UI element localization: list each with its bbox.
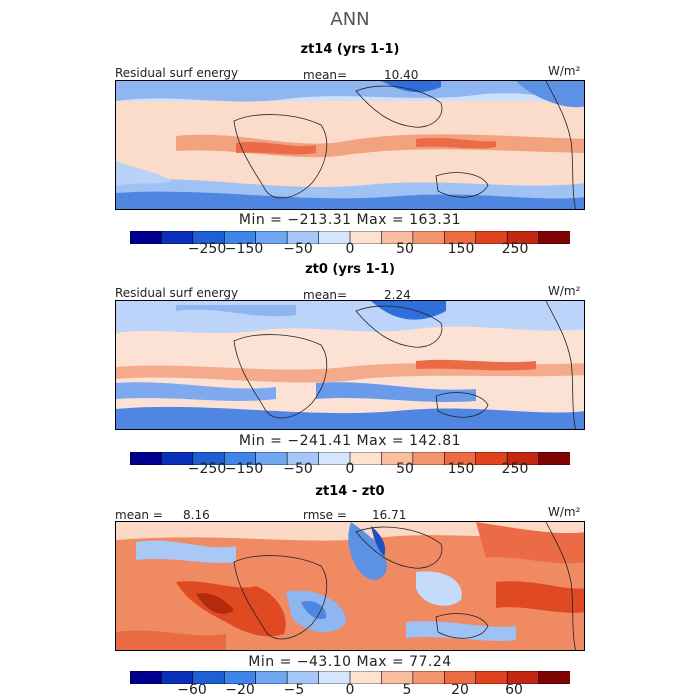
colorbar-swatch xyxy=(349,230,383,245)
panel-1-map-field xyxy=(116,81,584,209)
panel-1-units: W/m² xyxy=(548,64,581,78)
panel-1-tick: −250 xyxy=(187,241,227,257)
panel-1-mean-label: mean= xyxy=(303,68,348,82)
panel-3-map xyxy=(115,521,585,651)
panel-3-title: zt14 - zt0 xyxy=(315,484,385,499)
panel-1-tick: 50 xyxy=(396,241,414,257)
panel-3-tick: 60 xyxy=(505,682,523,698)
colorbar-swatch xyxy=(538,230,571,245)
panel-3-rmse-value: 16.71 xyxy=(372,508,407,522)
panel-2-map-field xyxy=(116,301,584,429)
panel-3-min-max: Min = −43.10 Max = 77.24 xyxy=(248,654,452,670)
panel-2-variable-label: Residual surf energy xyxy=(115,286,239,300)
panel-2-tick: 150 xyxy=(447,461,475,477)
panel-3-tick: −20 xyxy=(225,682,255,698)
panel-2-colorbar xyxy=(129,450,571,466)
panel-2-colorbar-swatches xyxy=(129,451,571,466)
panel-3-mean-label: mean = xyxy=(115,508,163,522)
figure-title: ANN xyxy=(330,9,370,30)
colorbar-swatch xyxy=(412,451,446,466)
panel-2-tick: 50 xyxy=(396,461,414,477)
panel-2-tick: 250 xyxy=(501,461,529,477)
colorbar-swatch xyxy=(538,451,571,466)
panel-3-colorbar xyxy=(129,669,571,685)
panel-3-tick: 5 xyxy=(402,682,412,698)
colorbar-swatch xyxy=(129,451,163,466)
panel-1-variable-label: Residual surf energy xyxy=(115,66,239,80)
panel-1-map xyxy=(115,80,585,210)
panel-1-min-max: Min = −213.31 Max = 163.31 xyxy=(238,212,462,228)
panel-2-map xyxy=(115,300,585,430)
panel-1-tick: 150 xyxy=(447,241,475,257)
panel-1-tick: −50 xyxy=(283,241,313,257)
colorbar-swatch xyxy=(349,670,383,685)
panel-2-min-max: Min = −241.41 Max = 142.81 xyxy=(238,433,462,449)
panel-2-units: W/m² xyxy=(548,284,581,298)
colorbar-swatch xyxy=(412,230,446,245)
panel-2-mean-label: mean= xyxy=(303,288,348,302)
colorbar-swatch xyxy=(129,230,163,245)
panel-3-rmse-label: rmse = xyxy=(303,508,347,522)
colorbar-swatch xyxy=(349,451,383,466)
panel-1-tick: 0 xyxy=(345,241,355,257)
panel-3-tick: 20 xyxy=(451,682,469,698)
colorbar-swatch xyxy=(475,670,508,685)
panel-2-mean-value: 2.24 xyxy=(384,288,411,302)
panel-2-tick: 0 xyxy=(345,461,355,477)
colorbar-swatch xyxy=(129,670,163,685)
panel-1-mean-value: 10.40 xyxy=(384,68,419,82)
panel-2-tick: −250 xyxy=(187,461,227,477)
panel-3-tick: −5 xyxy=(283,682,305,698)
panel-2-title: zt0 (yrs 1-1) xyxy=(305,262,395,277)
panel-2-tick: −150 xyxy=(224,461,264,477)
panel-3-mean-value: 8.16 xyxy=(183,508,210,522)
colorbar-swatch xyxy=(412,670,446,685)
panel-1-title: zt14 (yrs 1-1) xyxy=(300,42,400,57)
colorbar-swatch xyxy=(538,670,571,685)
panel-3-tick: −60 xyxy=(177,682,207,698)
panel-3-units: W/m² xyxy=(548,505,581,519)
panel-3-tick: 0 xyxy=(345,682,355,698)
panel-2-tick: −50 xyxy=(283,461,313,477)
panel-3-map-field xyxy=(116,522,584,650)
panel-1-tick: −150 xyxy=(224,241,264,257)
panel-1-tick: 250 xyxy=(501,241,529,257)
